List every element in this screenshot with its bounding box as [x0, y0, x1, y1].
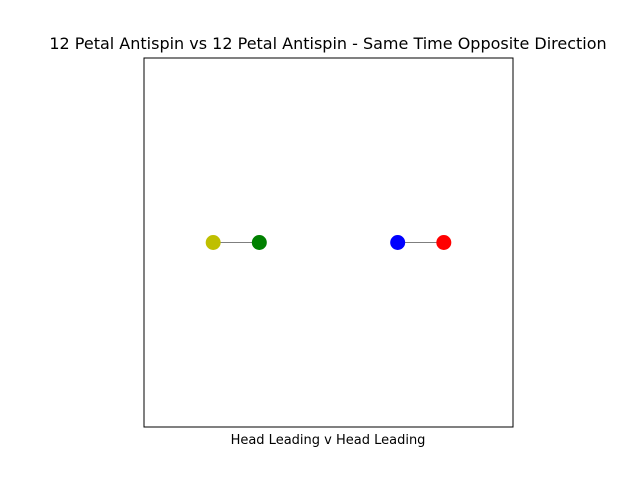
data-point-2 [251, 235, 267, 250]
data-point-3 [390, 235, 406, 250]
plot-area-frame [143, 57, 514, 428]
data-point-1 [205, 235, 221, 250]
data-points [205, 235, 452, 250]
chart-title: 12 Petal Antispin vs 12 Petal Antispin -… [49, 34, 606, 53]
data-point-4 [436, 235, 452, 250]
x-axis-label: Head Leading v Head Leading [231, 433, 426, 448]
